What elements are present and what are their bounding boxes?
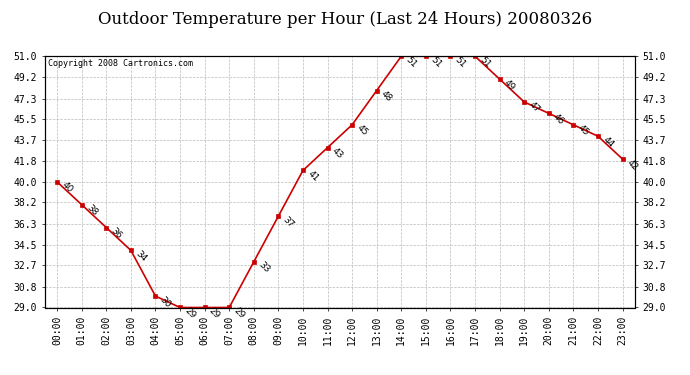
Text: Copyright 2008 Cartronics.com: Copyright 2008 Cartronics.com xyxy=(48,59,193,68)
Text: 38: 38 xyxy=(84,203,99,218)
Text: 49: 49 xyxy=(502,78,517,92)
Text: 41: 41 xyxy=(306,169,320,183)
Text: 51: 51 xyxy=(428,55,443,69)
Text: 47: 47 xyxy=(527,100,542,115)
Text: Outdoor Temperature per Hour (Last 24 Hours) 20080326: Outdoor Temperature per Hour (Last 24 Ho… xyxy=(98,11,592,28)
Text: 45: 45 xyxy=(355,123,369,138)
Text: 36: 36 xyxy=(109,226,124,241)
Text: 29: 29 xyxy=(208,306,221,321)
Text: 30: 30 xyxy=(158,295,172,309)
Text: 45: 45 xyxy=(576,123,591,138)
Text: 43: 43 xyxy=(331,146,345,160)
Text: 37: 37 xyxy=(281,215,295,229)
Text: 33: 33 xyxy=(257,260,271,275)
Text: 29: 29 xyxy=(183,306,197,321)
Text: 29: 29 xyxy=(232,306,246,321)
Text: 44: 44 xyxy=(601,135,615,149)
Text: 40: 40 xyxy=(60,180,75,195)
Text: 51: 51 xyxy=(404,55,419,69)
Text: 46: 46 xyxy=(551,112,566,126)
Text: 51: 51 xyxy=(477,55,492,69)
Text: 51: 51 xyxy=(453,55,468,69)
Text: 48: 48 xyxy=(380,89,394,104)
Text: 34: 34 xyxy=(134,249,148,263)
Text: 42: 42 xyxy=(625,158,640,172)
